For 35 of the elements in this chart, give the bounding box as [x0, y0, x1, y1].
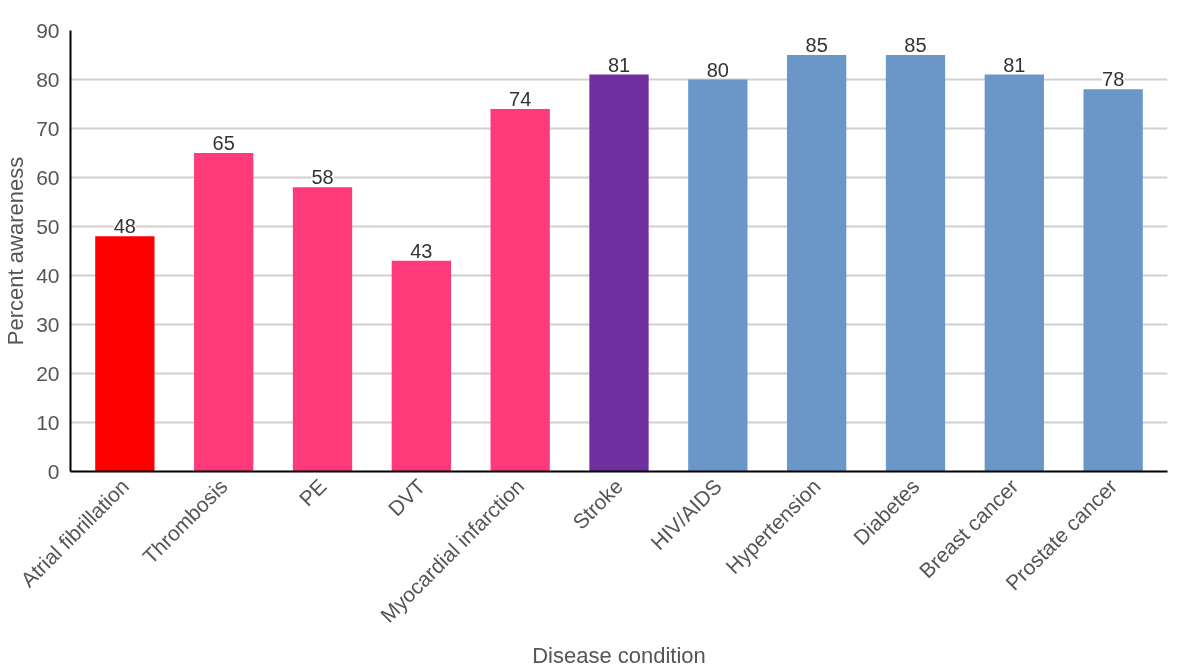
bar [1083, 89, 1143, 472]
bar [95, 236, 155, 472]
y-tick-label: 90 [36, 18, 60, 42]
bar [688, 79, 748, 472]
data-label: 81 [607, 53, 631, 76]
y-tick-label: 20 [36, 361, 60, 385]
y-tick-label: 80 [36, 67, 60, 91]
y-tick-label: 70 [36, 116, 60, 140]
data-label: 81 [1003, 53, 1026, 76]
y-axis-title: Percent awareness [3, 156, 29, 346]
bar [984, 74, 1044, 472]
data-label: 65 [212, 132, 235, 154]
data-label: 85 [904, 34, 927, 56]
data-label: 43 [410, 239, 433, 262]
y-tick-label: 30 [36, 312, 60, 336]
y-tick-label: 60 [36, 165, 60, 189]
data-label: 48 [113, 215, 136, 238]
y-tick-label: 50 [36, 214, 60, 238]
y-tick-label: 0 [47, 459, 60, 483]
data-label: 80 [706, 58, 729, 81]
bar [490, 108, 550, 472]
x-axis-title: Disease condition [532, 642, 706, 668]
bar [885, 55, 946, 472]
x-tick-label: PE [294, 474, 331, 511]
data-label: 74 [509, 87, 532, 110]
bar [787, 55, 847, 472]
y-tick-label: 10 [36, 410, 60, 434]
y-tick-label: 40 [36, 263, 60, 287]
data-label: 85 [805, 34, 828, 56]
bar [589, 74, 649, 472]
bar [194, 153, 254, 472]
data-label: 58 [311, 166, 334, 189]
bar [391, 260, 451, 472]
data-label: 78 [1102, 68, 1125, 91]
bar [292, 187, 353, 472]
